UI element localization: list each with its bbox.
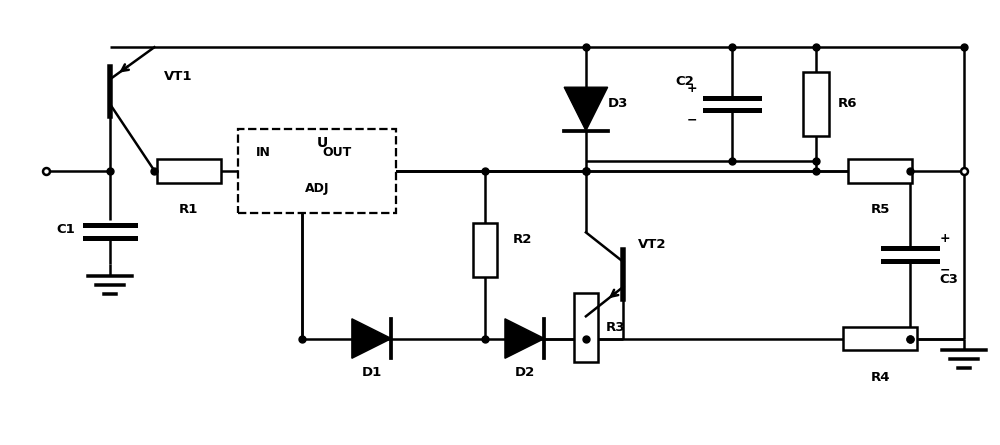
Polygon shape bbox=[352, 319, 391, 358]
Text: VT2: VT2 bbox=[638, 238, 667, 251]
Polygon shape bbox=[505, 319, 544, 358]
Text: +: + bbox=[687, 81, 698, 95]
Text: R5: R5 bbox=[871, 203, 890, 216]
Text: +: + bbox=[939, 232, 950, 245]
Bar bbox=[238, 129, 396, 213]
Text: D3: D3 bbox=[608, 97, 628, 110]
Text: R1: R1 bbox=[179, 203, 199, 216]
Text: −: − bbox=[939, 264, 950, 277]
Text: D1: D1 bbox=[361, 366, 382, 379]
Text: C2: C2 bbox=[676, 75, 695, 88]
Text: R6: R6 bbox=[838, 97, 857, 110]
Text: C1: C1 bbox=[57, 223, 75, 236]
Polygon shape bbox=[564, 87, 608, 131]
Text: R2: R2 bbox=[513, 233, 532, 246]
Text: OUT: OUT bbox=[322, 146, 351, 159]
Bar bbox=[803, 73, 829, 136]
Text: D2: D2 bbox=[515, 366, 535, 379]
Bar bbox=[848, 159, 912, 182]
Text: R3: R3 bbox=[606, 321, 625, 334]
Text: C3: C3 bbox=[939, 273, 958, 286]
Bar bbox=[843, 327, 917, 350]
Text: −: − bbox=[687, 113, 698, 126]
Text: ADJ: ADJ bbox=[305, 182, 330, 195]
Bar bbox=[157, 159, 221, 182]
Text: VT1: VT1 bbox=[164, 70, 193, 83]
Text: U: U bbox=[317, 136, 328, 150]
Bar bbox=[574, 293, 598, 362]
Text: IN: IN bbox=[256, 146, 271, 159]
Bar bbox=[473, 222, 497, 277]
Text: R4: R4 bbox=[870, 371, 890, 384]
